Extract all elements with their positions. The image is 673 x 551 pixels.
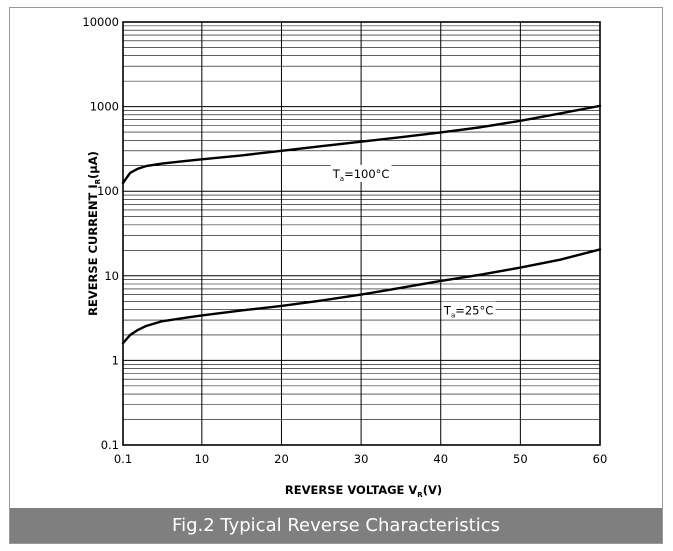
y-tick-label: 10000 — [82, 15, 119, 29]
plot-frame — [122, 21, 601, 446]
series-line-1 — [121, 104, 602, 185]
x-tick-label: 10 — [195, 452, 210, 466]
x-tick-label: 0.1 — [114, 452, 132, 466]
y-tick-label: 100 — [97, 184, 119, 198]
series-label-1: Ta=100°C — [332, 167, 390, 183]
series-line-2 — [121, 248, 602, 345]
x-tick-label: 60 — [593, 452, 608, 466]
y-axis-label: REVERSE CURRENT IR(μA) — [86, 151, 102, 316]
reverse-characteristics-chart: 0.1 1 10 100 1000 10000 0.1 10 20 30 40 50 60 REVERSE… — [82, 15, 608, 499]
x-tick-label: 20 — [274, 452, 289, 466]
y-tick-label: 1000 — [90, 100, 119, 114]
y-tick-label: 1 — [112, 353, 119, 367]
x-tick-label: 30 — [354, 452, 369, 466]
y-tick-label: 10 — [104, 269, 119, 283]
series-label-background — [441, 301, 496, 319]
x-tick-label: 50 — [513, 452, 528, 466]
chart-container: 0.1 1 10 100 1000 10000 0.1 10 20 30 40 50 60 REVERSE… — [82, 15, 608, 499]
series-label-2: Ta=25°C — [443, 303, 493, 319]
x-axis-label: REVERSE VOLTAGE VR(V) — [285, 483, 442, 499]
x-tick-label: 40 — [433, 452, 448, 466]
series-label-background — [330, 164, 392, 182]
figure-caption: Fig.2 Typical Reverse Characteristics — [10, 508, 662, 543]
y-tick-label: 0.1 — [101, 438, 119, 452]
